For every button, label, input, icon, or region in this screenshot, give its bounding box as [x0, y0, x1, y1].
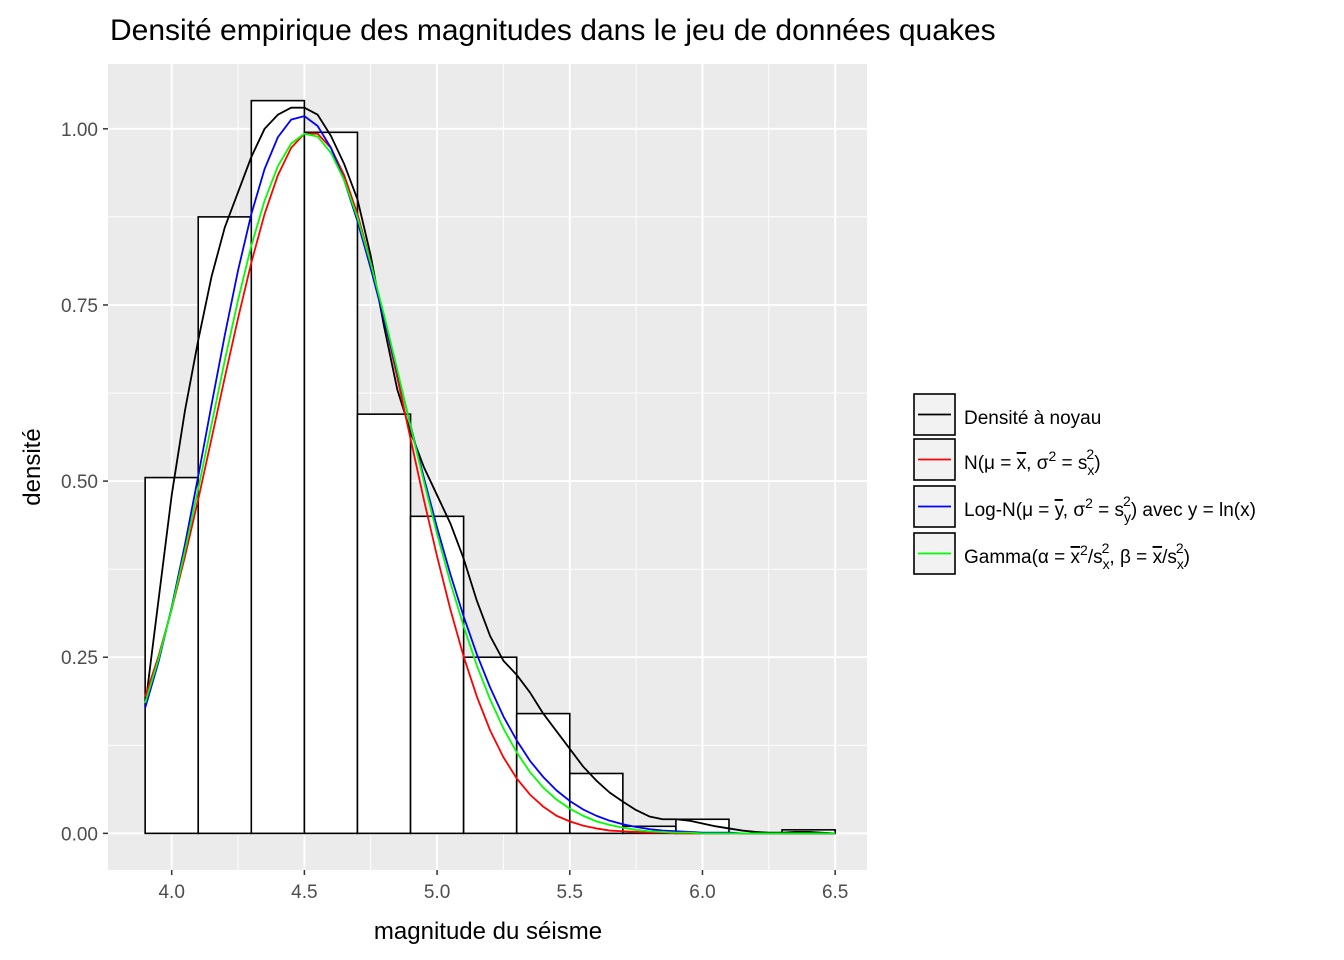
histogram-bar-3 [303, 131, 359, 835]
legend-label-kde: Densité à noyau [964, 408, 1101, 429]
histogram-bar-4 [356, 413, 412, 835]
chart-title: Densité empirique des magnitudes dans le… [110, 14, 996, 47]
x-tick-label: 6.5 [822, 882, 848, 903]
x-axis: 4.0 4.5 5.0 5.5 6.0 6.5 [158, 870, 848, 903]
curve-gamma [144, 132, 836, 835]
curve-kde [144, 106, 836, 835]
histogram-bar-2 [250, 99, 306, 835]
y-tick-label: 0.50 [61, 472, 98, 493]
y-tick-label: 1.00 [61, 120, 98, 141]
legend-item-kde: Densité à noyau [913, 393, 1101, 436]
legend-label-normal: N(μ = x, σ2 = sx2) [964, 446, 1101, 478]
x-tick-label: 5.0 [424, 882, 450, 903]
y-tick-label: 0.25 [61, 648, 98, 669]
histogram-bar-5 [409, 515, 465, 835]
x-tick-label: 4.0 [158, 882, 184, 903]
histogram-bar-1 [197, 216, 253, 835]
density-curves [144, 106, 836, 835]
x-axis-title: magnitude du séisme [374, 918, 602, 945]
x-tick-label: 5.5 [557, 882, 583, 903]
legend-label-gamma: Gamma(α = x2/sx2, β = x/sx2) [964, 540, 1190, 572]
y-axis-title: densité [19, 428, 46, 505]
y-tick-label: 0.75 [61, 296, 98, 317]
legend-item-lognormal: Log-N(μ = y, σ2 = sy2) avec y = ln(x) [913, 485, 1256, 528]
legend-label-lognormal: Log-N(μ = y, σ2 = sy2) avec y = ln(x) [964, 493, 1256, 525]
legend-item-gamma: Gamma(α = x2/sx2, β = x/sx2) [913, 532, 1190, 575]
y-tick-label: 0.00 [61, 824, 98, 845]
y-axis: 0.00 0.25 0.50 0.75 1.00 [61, 120, 108, 845]
legend: Densité à noyau N(μ = x, σ2 = sx2) Log-N… [913, 393, 1256, 575]
legend-item-normal: N(μ = x, σ2 = sx2) [913, 438, 1101, 481]
histogram-bar-6 [462, 656, 518, 835]
x-tick-label: 4.5 [291, 882, 317, 903]
histogram-bar-7 [515, 712, 571, 835]
x-tick-label: 6.0 [689, 882, 715, 903]
histogram-bars [144, 99, 836, 835]
